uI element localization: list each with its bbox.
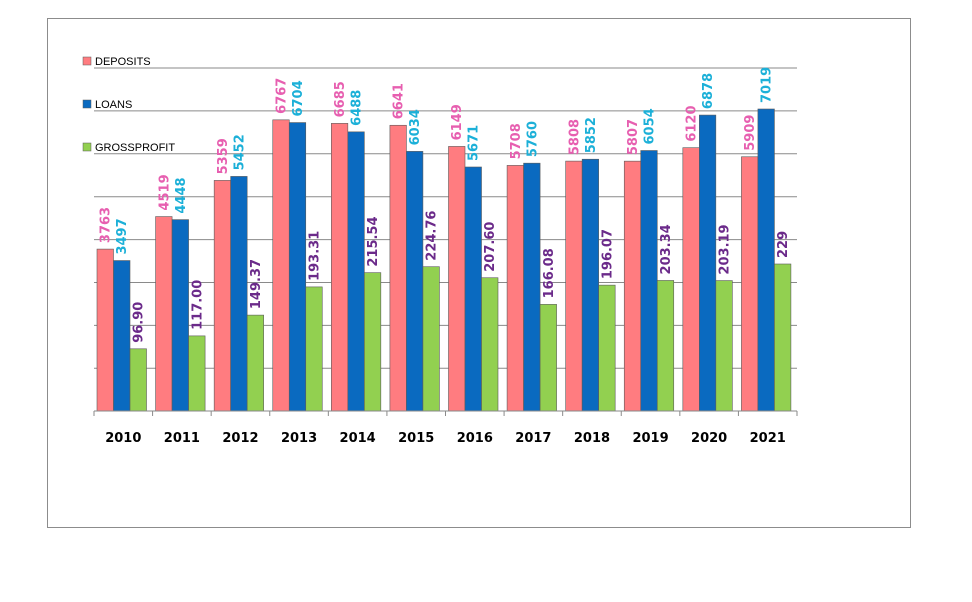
data-label-loans: 6488 bbox=[350, 90, 365, 126]
bar-grossprofit bbox=[305, 286, 323, 412]
data-label-grossprofit: 215.54 bbox=[366, 216, 381, 266]
bar-grossprofit bbox=[715, 280, 733, 412]
value-labels: 3763 3497 96.90 4519 4448 117.00 5359 5452 149.3… bbox=[99, 67, 791, 343]
data-label-deposits: 6685 bbox=[333, 81, 348, 117]
legend-swatch bbox=[82, 56, 92, 66]
legend-label: LOANS bbox=[95, 99, 132, 111]
bar-deposits bbox=[272, 119, 290, 412]
data-label-grossprofit: 203.34 bbox=[659, 224, 674, 274]
data-label-grossprofit: 229 bbox=[776, 231, 791, 258]
bar-deposits bbox=[623, 160, 642, 412]
bar-grossprofit bbox=[481, 277, 499, 412]
bar-grossprofit bbox=[598, 284, 616, 412]
data-label-loans: 5671 bbox=[467, 125, 482, 161]
data-label-loans: 5760 bbox=[525, 121, 540, 157]
data-label-grossprofit: 196.07 bbox=[600, 229, 615, 279]
data-label-grossprofit: 149.37 bbox=[249, 259, 264, 309]
data-label-deposits: 6149 bbox=[450, 104, 465, 140]
data-label-grossprofit: 203.19 bbox=[718, 224, 733, 274]
legend: DEPOSITS LOANS GROSSPROFIT bbox=[82, 56, 175, 154]
x-tick-label: 2015 bbox=[398, 431, 434, 446]
bar-deposits bbox=[389, 124, 407, 412]
legend-label: DEPOSITS bbox=[95, 56, 151, 68]
bar-loans bbox=[347, 131, 365, 412]
bar-loans bbox=[171, 219, 189, 412]
x-tick-label: 2018 bbox=[574, 431, 610, 446]
bar-grossprofit bbox=[188, 335, 206, 412]
bar-loans bbox=[523, 162, 541, 412]
bar-grossprofit bbox=[774, 263, 792, 412]
x-tick-label: 2013 bbox=[281, 431, 317, 446]
data-label-deposits: 5359 bbox=[216, 138, 231, 174]
bar-deposits bbox=[506, 165, 524, 412]
data-label-deposits: 5808 bbox=[567, 119, 582, 155]
bar-loans bbox=[288, 122, 307, 412]
data-label-loans: 4448 bbox=[174, 177, 189, 213]
bar-chart: 3763 3497 96.90 4519 4448 117.00 5359 5452 149.3… bbox=[82, 56, 798, 446]
bar-deposits bbox=[96, 248, 114, 412]
legend-swatch bbox=[82, 142, 92, 152]
data-label-deposits: 5807 bbox=[626, 119, 641, 155]
bar-deposits bbox=[155, 216, 173, 412]
data-label-loans: 6704 bbox=[291, 80, 306, 116]
bar-loans bbox=[757, 108, 775, 412]
data-label-deposits: 6767 bbox=[275, 78, 290, 114]
bar-grossprofit bbox=[539, 304, 557, 412]
bar-loans bbox=[699, 114, 717, 412]
x-tick-label: 2019 bbox=[632, 431, 668, 446]
x-tick-label: 2011 bbox=[164, 431, 200, 446]
data-label-loans: 6054 bbox=[643, 108, 658, 144]
bar-grossprofit bbox=[656, 280, 675, 412]
bar-grossprofit bbox=[129, 348, 147, 412]
data-label-deposits: 5909 bbox=[743, 115, 758, 151]
data-label-loans: 5852 bbox=[584, 117, 599, 153]
data-label-deposits: 4519 bbox=[157, 174, 172, 210]
chart-frame: 3763 3497 96.90 4519 4448 117.00 5359 5452 149.3… bbox=[47, 18, 911, 528]
x-tick-label: 2016 bbox=[457, 431, 493, 446]
data-label-loans: 3497 bbox=[115, 218, 130, 254]
data-label-loans: 6034 bbox=[408, 109, 423, 145]
data-label-deposits: 6120 bbox=[685, 105, 700, 141]
legend-label: GROSSPROFIT bbox=[95, 142, 175, 154]
x-tick-label: 2014 bbox=[340, 431, 376, 446]
bar-deposits bbox=[448, 146, 466, 412]
x-tick-label: 2012 bbox=[222, 431, 258, 446]
data-label-loans: 6878 bbox=[701, 73, 716, 109]
x-tick-label: 2021 bbox=[750, 431, 786, 446]
data-label-loans: 5452 bbox=[232, 134, 247, 170]
bar-deposits bbox=[682, 147, 700, 412]
data-label-grossprofit: 224.76 bbox=[425, 211, 440, 261]
data-label-deposits: 5708 bbox=[509, 123, 524, 159]
gridlines bbox=[94, 67, 797, 369]
bar-grossprofit bbox=[246, 314, 264, 412]
data-label-grossprofit: 96.90 bbox=[132, 302, 147, 343]
data-label-deposits: 3763 bbox=[99, 207, 114, 243]
bar-deposits bbox=[565, 160, 583, 412]
x-tick-label: 2017 bbox=[515, 431, 551, 446]
data-label-loans: 7019 bbox=[760, 67, 775, 103]
legend-swatch bbox=[82, 99, 92, 109]
bar-loans bbox=[581, 158, 599, 412]
data-label-deposits: 6641 bbox=[392, 83, 407, 119]
x-tick-label: 2010 bbox=[105, 431, 141, 446]
data-label-grossprofit: 207.60 bbox=[483, 222, 498, 272]
bar-deposits bbox=[331, 123, 349, 412]
bar-loans bbox=[464, 166, 482, 412]
x-tick-label: 2020 bbox=[691, 431, 727, 446]
data-label-grossprofit: 117.00 bbox=[190, 280, 205, 330]
bar-deposits bbox=[741, 156, 759, 412]
x-axis: 2010 2011 2012 2013 2014 2015 2016 2017 2018 2019… bbox=[93, 410, 798, 446]
bar-loans bbox=[640, 150, 658, 412]
bar-loans bbox=[406, 151, 424, 412]
bar-deposits bbox=[213, 180, 231, 412]
bar-loans bbox=[113, 260, 131, 412]
bar-grossprofit bbox=[364, 272, 382, 412]
bar-loans bbox=[230, 176, 248, 412]
data-label-grossprofit: 166.08 bbox=[542, 248, 557, 298]
data-label-grossprofit: 193.31 bbox=[308, 231, 323, 281]
bars bbox=[96, 108, 792, 412]
bar-grossprofit bbox=[422, 266, 440, 412]
